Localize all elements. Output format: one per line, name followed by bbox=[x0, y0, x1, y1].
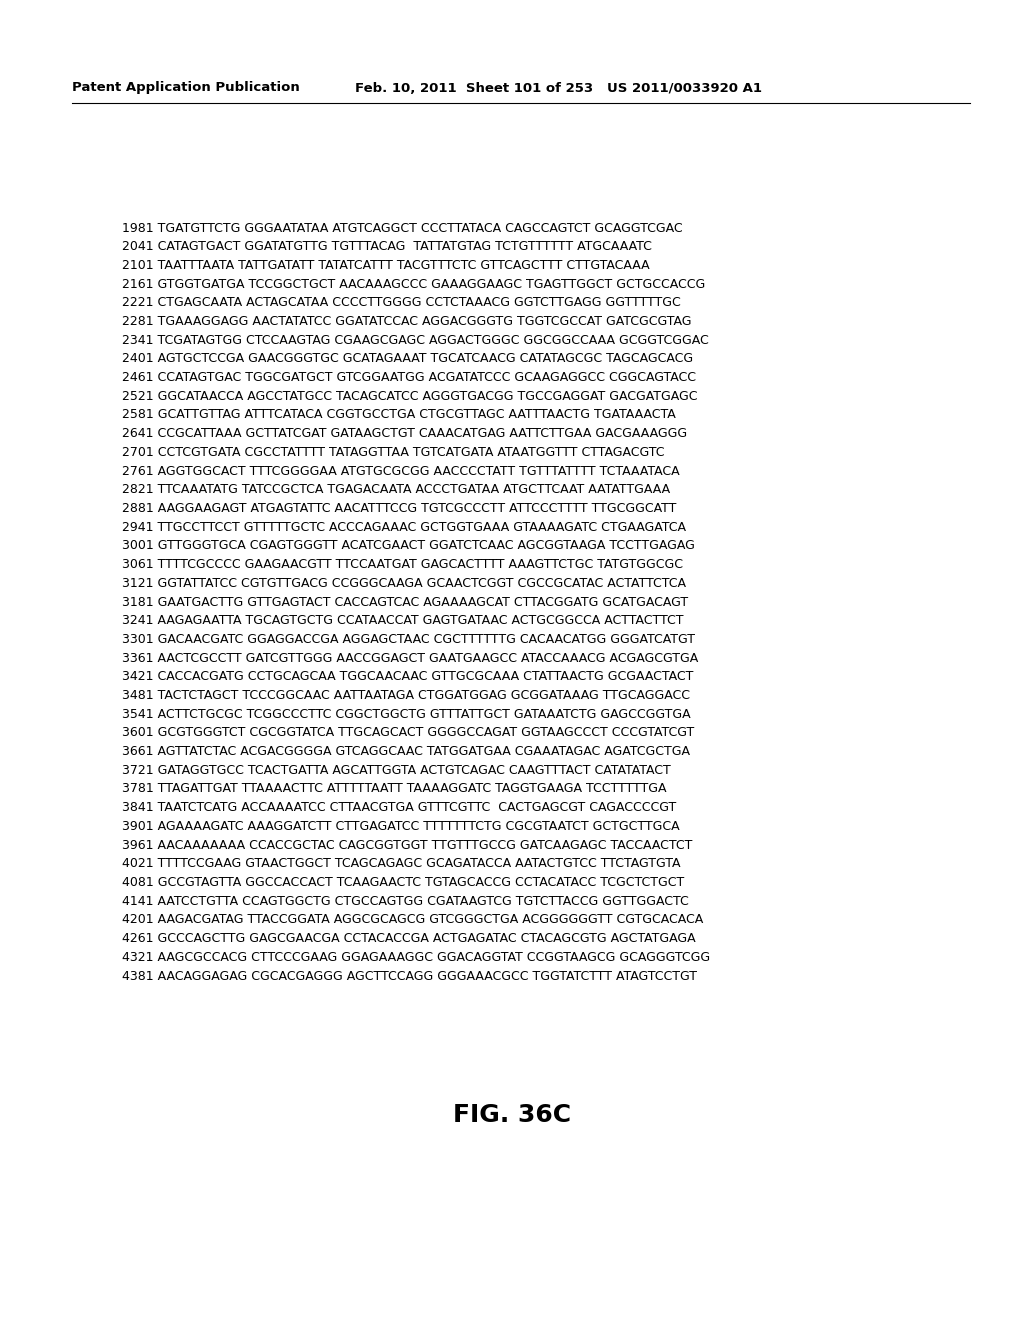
Text: 3661 AGTTATCTAC ACGACGGGGA GTCAGGCAAC TATGGATGAA CGAAATAGAC AGATCGCTGA: 3661 AGTTATCTAC ACGACGGGGA GTCAGGCAAC TA… bbox=[122, 744, 690, 758]
Text: 2101 TAATTTAATA TATTGATATT TATATCATTT TACGTTTCTC GTTCAGCTTT CTTGTACAAA: 2101 TAATTTAATA TATTGATATT TATATCATTT TA… bbox=[122, 259, 649, 272]
Text: 2581 GCATTGTTAG ATTTCATACA CGGTGCCTGA CTGCGTTAGC AATTTAACTG TGATAAACTA: 2581 GCATTGTTAG ATTTCATACA CGGTGCCTGA CT… bbox=[122, 408, 676, 421]
Text: 4201 AAGACGATAG TTACCGGATA AGGCGCAGCG GTCGGGCTGA ACGGGGGGTT CGTGCACACA: 4201 AAGACGATAG TTACCGGATA AGGCGCAGCG GT… bbox=[122, 913, 703, 927]
Text: 3001 GTTGGGTGCA CGAGTGGGTT ACATCGAACT GGATCTCAAC AGCGGTAAGA TCCTTGAGAG: 3001 GTTGGGTGCA CGAGTGGGTT ACATCGAACT GG… bbox=[122, 540, 695, 552]
Text: 2941 TTGCCTTCCT GTTTTTGCTC ACCCAGAAAC GCTGGTGAAA GTAAAAGATC CTGAAGATCA: 2941 TTGCCTTCCT GTTTTTGCTC ACCCAGAAAC GC… bbox=[122, 520, 686, 533]
Text: 2341 TCGATAGTGG CTCCAAGTAG CGAAGCGAGC AGGACTGGGC GGCGGCCAAA GCGGTCGGAC: 2341 TCGATAGTGG CTCCAAGTAG CGAAGCGAGC AG… bbox=[122, 334, 709, 347]
Text: 3241 AAGAGAATTA TGCAGTGCTG CCATAACCAT GAGTGATAAC ACTGCGGCCA ACTTACTTCT: 3241 AAGAGAATTA TGCAGTGCTG CCATAACCAT GA… bbox=[122, 614, 683, 627]
Text: 1981 TGATGTTCTG GGGAATATAA ATGTCAGGCT CCCTTATACA CAGCCAGTCT GCAGGTCGAC: 1981 TGATGTTCTG GGGAATATAA ATGTCAGGCT CC… bbox=[122, 222, 683, 235]
Text: 4141 AATCCTGTTA CCAGTGGCTG CTGCCAGTGG CGATAAGTCG TGTCTTACCG GGTTGGACTC: 4141 AATCCTGTTA CCAGTGGCTG CTGCCAGTGG CG… bbox=[122, 895, 689, 908]
Text: 3541 ACTTCTGCGC TCGGCCCTTC CGGCTGGCTG GTTTATTGCT GATAAATCTG GAGCCGGTGA: 3541 ACTTCTGCGC TCGGCCCTTC CGGCTGGCTG GT… bbox=[122, 708, 690, 721]
Text: 4321 AAGCGCCACG CTTCCCGAAG GGAGAAAGGC GGACAGGTAT CCGGTAAGCG GCAGGGTCGG: 4321 AAGCGCCACG CTTCCCGAAG GGAGAAAGGC GG… bbox=[122, 950, 710, 964]
Text: FIG. 36C: FIG. 36C bbox=[453, 1104, 571, 1127]
Text: 3781 TTAGATTGAT TTAAAACTTC ATTTTTAATT TAAAAGGATC TAGGTGAAGA TCCTTTTTGA: 3781 TTAGATTGAT TTAAAACTTC ATTTTTAATT TA… bbox=[122, 783, 667, 796]
Text: 3121 GGTATTATCC CGTGTTGACG CCGGGCAAGA GCAACTCGGT CGCCGCATAC ACTATTCTCA: 3121 GGTATTATCC CGTGTTGACG CCGGGCAAGA GC… bbox=[122, 577, 686, 590]
Text: 2221 CTGAGCAATA ACTAGCATAA CCCCTTGGGG CCTCTAAACG GGTCTTGAGG GGTTTTTGC: 2221 CTGAGCAATA ACTAGCATAA CCCCTTGGGG CC… bbox=[122, 296, 681, 309]
Text: 3901 AGAAAAGATC AAAGGATCTT CTTGAGATCC TTTTTTTCTG CGCGTAATCT GCTGCTTGCA: 3901 AGAAAAGATC AAAGGATCTT CTTGAGATCC TT… bbox=[122, 820, 680, 833]
Text: 2821 TTCAAATATG TATCCGCTCA TGAGACAATA ACCCTGATAA ATGCTTCAAT AATATTGAAA: 2821 TTCAAATATG TATCCGCTCA TGAGACAATA AC… bbox=[122, 483, 670, 496]
Text: Feb. 10, 2011  Sheet 101 of 253   US 2011/0033920 A1: Feb. 10, 2011 Sheet 101 of 253 US 2011/0… bbox=[355, 82, 762, 95]
Text: 2281 TGAAAGGAGG AACTATATCC GGATATCCAC AGGACGGGTG TGGTCGCCAT GATCGCGTAG: 2281 TGAAAGGAGG AACTATATCC GGATATCCAC AG… bbox=[122, 315, 691, 327]
Text: 3061 TTTTCGCCCC GAAGAACGTT TTCCAATGAT GAGCACTTTT AAAGTTCTGC TATGTGGCGC: 3061 TTTTCGCCCC GAAGAACGTT TTCCAATGAT GA… bbox=[122, 558, 683, 572]
Text: 3841 TAATCTCATG ACCAAAATCC CTTAACGTGA GTTTCGTTC  CACTGAGCGT CAGACCCCGT: 3841 TAATCTCATG ACCAAAATCC CTTAACGTGA GT… bbox=[122, 801, 676, 814]
Text: 2461 CCATAGTGAC TGGCGATGCT GTCGGAATGG ACGATATCCC GCAAGAGGCC CGGCAGTACC: 2461 CCATAGTGAC TGGCGATGCT GTCGGAATGG AC… bbox=[122, 371, 696, 384]
Text: 2521 GGCATAACCA AGCCTATGCC TACAGCATCC AGGGTGACGG TGCCGAGGAT GACGATGAGC: 2521 GGCATAACCA AGCCTATGCC TACAGCATCC AG… bbox=[122, 389, 697, 403]
Text: 4261 GCCCAGCTTG GAGCGAACGA CCTACACCGA ACTGAGATAC CTACAGCGTG AGCTATGAGA: 4261 GCCCAGCTTG GAGCGAACGA CCTACACCGA AC… bbox=[122, 932, 695, 945]
Text: 3481 TACTCTAGCT TCCCGGCAAC AATTAATAGA CTGGATGGAG GCGGATAAAG TTGCAGGACC: 3481 TACTCTAGCT TCCCGGCAAC AATTAATAGA CT… bbox=[122, 689, 690, 702]
Text: 4081 GCCGTAGTTA GGCCACCACT TCAAGAACTC TGTAGCACCG CCTACATACC TCGCTCTGCT: 4081 GCCGTAGTTA GGCCACCACT TCAAGAACTC TG… bbox=[122, 876, 684, 888]
Text: 2161 GTGGTGATGA TCCGGCTGCT AACAAAGCCC GAAAGGAAGC TGAGTTGGCT GCTGCCACCG: 2161 GTGGTGATGA TCCGGCTGCT AACAAAGCCC GA… bbox=[122, 277, 706, 290]
Text: Patent Application Publication: Patent Application Publication bbox=[72, 82, 300, 95]
Text: 2761 AGGTGGCACT TTTCGGGGAA ATGTGCGCGG AACCCCTATT TGTTTATTTT TCTAAATACA: 2761 AGGTGGCACT TTTCGGGGAA ATGTGCGCGG AA… bbox=[122, 465, 680, 478]
Text: 2401 AGTGCTCCGA GAACGGGTGC GCATAGAAAT TGCATCAACG CATATAGCGC TAGCAGCACG: 2401 AGTGCTCCGA GAACGGGTGC GCATAGAAAT TG… bbox=[122, 352, 693, 366]
Text: 3301 GACAACGATC GGAGGACCGA AGGAGCTAAC CGCTTTTTTG CACAACATGG GGGATCATGT: 3301 GACAACGATC GGAGGACCGA AGGAGCTAAC CG… bbox=[122, 632, 695, 645]
Text: 4381 AACAGGAGAG CGCACGAGGG AGCTTCCAGG GGGAAACGCC TGGTATCTTT ATAGTCCTGT: 4381 AACAGGAGAG CGCACGAGGG AGCTTCCAGG GG… bbox=[122, 969, 697, 982]
Text: 2701 CCTCGTGATA CGCCTATTTT TATAGGTTAA TGTCATGATA ATAATGGTTT CTTAGACGTC: 2701 CCTCGTGATA CGCCTATTTT TATAGGTTAA TG… bbox=[122, 446, 665, 459]
Text: 3181 GAATGACTTG GTTGAGTACT CACCAGTCAC AGAAAAGCAT CTTACGGATG GCATGACAGT: 3181 GAATGACTTG GTTGAGTACT CACCAGTCAC AG… bbox=[122, 595, 688, 609]
Text: 2041 CATAGTGACT GGATATGTTG TGTTTACAG  TATTATGTAG TCTGTTTTTT ATGCAAATC: 2041 CATAGTGACT GGATATGTTG TGTTTACAG TAT… bbox=[122, 240, 652, 253]
Text: 3721 GATAGGTGCC TCACTGATTA AGCATTGGTA ACTGTCAGAC CAAGTTTACT CATATATACT: 3721 GATAGGTGCC TCACTGATTA AGCATTGGTA AC… bbox=[122, 764, 671, 776]
Text: 3961 AACAAAAAAA CCACCGCTAC CAGCGGTGGT TTGTTTGCCG GATCAAGAGC TACCAACTCT: 3961 AACAAAAAAA CCACCGCTAC CAGCGGTGGT TT… bbox=[122, 838, 692, 851]
Text: 2641 CCGCATTAAA GCTTATCGAT GATAAGCTGT CAAACATGAG AATTCTTGAA GACGAAAGGG: 2641 CCGCATTAAA GCTTATCGAT GATAAGCTGT CA… bbox=[122, 428, 687, 440]
Text: 3421 CACCACGATG CCTGCAGCAA TGGCAACAAC GTTGCGCAAA CTATTAACTG GCGAACTACT: 3421 CACCACGATG CCTGCAGCAA TGGCAACAAC GT… bbox=[122, 671, 693, 684]
Text: 4021 TTTTCCGAAG GTAACTGGCT TCAGCAGAGC GCAGATACCA AATACTGTCC TTCTAGTGTA: 4021 TTTTCCGAAG GTAACTGGCT TCAGCAGAGC GC… bbox=[122, 857, 681, 870]
Text: 2881 AAGGAAGAGT ATGAGTATTC AACATTTCCG TGTCGCCCTT ATTCCCTTTT TTGCGGCATT: 2881 AAGGAAGAGT ATGAGTATTC AACATTTCCG TG… bbox=[122, 502, 677, 515]
Text: 3601 GCGTGGGTCT CGCGGTATCA TTGCAGCACT GGGGCCAGAT GGTAAGCCCT CCCGTATCGT: 3601 GCGTGGGTCT CGCGGTATCA TTGCAGCACT GG… bbox=[122, 726, 694, 739]
Text: 3361 AACTCGCCTT GATCGTTGGG AACCGGAGCT GAATGAAGCC ATACCAAACG ACGAGCGTGA: 3361 AACTCGCCTT GATCGTTGGG AACCGGAGCT GA… bbox=[122, 652, 698, 664]
